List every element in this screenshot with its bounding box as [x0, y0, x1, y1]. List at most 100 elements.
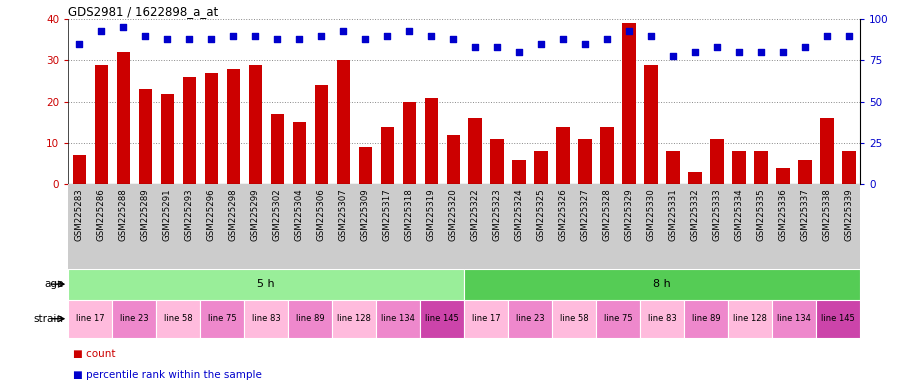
Text: line 83: line 83 [648, 314, 676, 323]
Bar [556, 126, 570, 184]
Bar [73, 156, 86, 184]
Bar [200, 300, 244, 338]
Bar [205, 73, 217, 184]
Bar [776, 168, 790, 184]
Bar [359, 147, 371, 184]
Text: age: age [45, 279, 64, 289]
Point [710, 44, 724, 50]
Bar [469, 118, 481, 184]
Text: GSM225338: GSM225338 [823, 189, 832, 241]
Point [622, 28, 636, 34]
Bar [728, 300, 772, 338]
Text: GDS2981 / 1622898_a_at: GDS2981 / 1622898_a_at [68, 5, 218, 18]
Text: GSM225286: GSM225286 [96, 189, 106, 241]
Bar [596, 300, 640, 338]
Text: GSM225283: GSM225283 [75, 189, 84, 241]
Text: GSM225302: GSM225302 [273, 189, 282, 241]
Text: GSM225298: GSM225298 [228, 189, 238, 241]
Text: line 128: line 128 [338, 314, 371, 323]
Point [402, 28, 417, 34]
Bar [464, 300, 508, 338]
Text: line 134: line 134 [777, 314, 811, 323]
Bar [534, 151, 548, 184]
Bar [112, 300, 157, 338]
Bar [464, 269, 860, 300]
Text: line 89: line 89 [692, 314, 721, 323]
Text: GSM225289: GSM225289 [141, 189, 150, 241]
Text: GSM225304: GSM225304 [295, 189, 304, 241]
Bar [288, 300, 332, 338]
Text: GSM225334: GSM225334 [734, 189, 743, 241]
Bar [447, 135, 460, 184]
Bar [640, 300, 684, 338]
Point [534, 41, 549, 47]
Text: GSM225299: GSM225299 [250, 189, 259, 241]
Bar [820, 118, 834, 184]
Text: GSM225331: GSM225331 [669, 189, 678, 241]
Text: GSM225324: GSM225324 [514, 189, 523, 241]
Bar [380, 126, 394, 184]
Bar [315, 85, 328, 184]
Text: GSM225306: GSM225306 [317, 189, 326, 241]
Bar [337, 60, 349, 184]
Point [379, 33, 394, 39]
Point [182, 36, 197, 42]
Bar [490, 139, 503, 184]
Point [732, 49, 746, 55]
Bar [754, 151, 767, 184]
Text: line 58: line 58 [560, 314, 589, 323]
Point [314, 33, 329, 39]
Text: GSM225327: GSM225327 [581, 189, 590, 241]
Text: 5 h: 5 h [258, 279, 275, 289]
Point [72, 41, 86, 47]
Text: line 145: line 145 [821, 314, 854, 323]
Point [226, 33, 240, 39]
Bar [376, 300, 420, 338]
Point [578, 41, 592, 47]
Point [446, 36, 460, 42]
Bar [552, 300, 596, 338]
Bar [508, 300, 552, 338]
Text: GSM225335: GSM225335 [756, 189, 765, 241]
Text: GSM225319: GSM225319 [427, 189, 436, 241]
Point [160, 36, 175, 42]
Text: GSM225337: GSM225337 [801, 189, 810, 241]
Bar [512, 160, 526, 184]
Text: line 83: line 83 [252, 314, 280, 323]
Text: line 145: line 145 [425, 314, 459, 323]
Text: GSM225320: GSM225320 [449, 189, 458, 241]
Point [556, 36, 571, 42]
Point [336, 28, 350, 34]
Text: GSM225288: GSM225288 [118, 189, 127, 241]
Point [688, 49, 703, 55]
Text: line 58: line 58 [164, 314, 193, 323]
Text: line 17: line 17 [76, 314, 105, 323]
Bar [157, 300, 200, 338]
Point [666, 53, 681, 59]
Point [292, 36, 307, 42]
Point [490, 44, 504, 50]
Bar [270, 114, 284, 184]
Text: GSM225322: GSM225322 [470, 189, 480, 241]
Bar [292, 122, 306, 184]
Bar [227, 69, 239, 184]
Bar [183, 77, 196, 184]
Bar [644, 65, 658, 184]
Bar [244, 300, 288, 338]
Text: GSM225323: GSM225323 [492, 189, 501, 241]
Text: GSM225328: GSM225328 [602, 189, 612, 241]
Bar [68, 269, 464, 300]
Point [820, 33, 834, 39]
Text: GSM225325: GSM225325 [537, 189, 546, 241]
Point [775, 49, 790, 55]
Text: GSM225329: GSM225329 [624, 189, 633, 241]
Text: GSM225291: GSM225291 [163, 189, 172, 241]
Point [116, 24, 130, 30]
Text: line 23: line 23 [516, 314, 544, 323]
Bar [798, 160, 812, 184]
Bar [733, 151, 745, 184]
Text: line 75: line 75 [207, 314, 237, 323]
Text: GSM225309: GSM225309 [360, 189, 369, 241]
Bar [688, 172, 702, 184]
Bar [160, 93, 174, 184]
